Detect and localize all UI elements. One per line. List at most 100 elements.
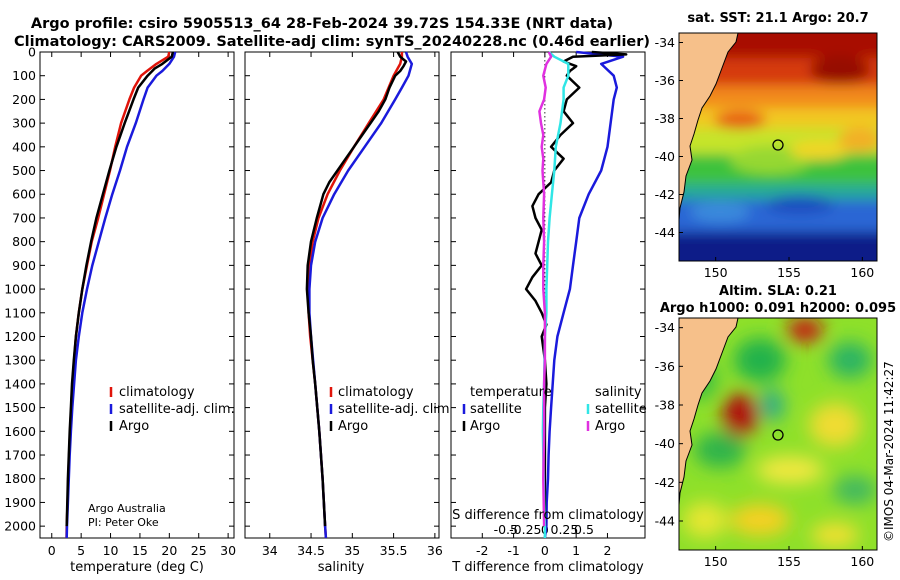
series-line-s-argo-clim [538,51,553,527]
x-tick-label: 34.5 [297,543,325,558]
temperature-axis-ticks: 0 5 10 15 20 25 300100200300400500600700800900… [4,45,236,559]
legend-label-argo: Argo [338,419,368,434]
depth-tick-label: 800 [12,234,36,249]
salinity-axis-ticks: 34 34.5 35 35.5 36 [245,51,443,558]
s-tick-label: -0.25 [509,522,541,537]
legend-label-satellite: satellite-adj. clim. [119,402,235,417]
difference-x-label: T difference from climatology [451,560,644,575]
legend-label-argo: Argo [119,419,149,434]
sst-map-title: sat. SST: 21.1 Argo: 20.7 [687,11,868,26]
temperature-series [65,51,177,539]
map-y-tick-label: -40 [655,149,675,164]
map-x-tick-label: 150 [704,554,728,569]
difference-legend: temperature salinity satellite Argo sate… [462,385,647,434]
depth-tick-label: 1200 [4,329,36,344]
sla-map-field [679,318,877,550]
sst-map-field [679,33,877,261]
legend-title-salinity: salinity [595,385,642,400]
sla-map-title-line2: Argo h1000: 0.091 h2000: 0.095 [660,301,896,316]
depth-tick-label: 600 [12,187,36,202]
x-tick-label: 2 [603,543,611,558]
depth-tick-label: 2000 [4,519,36,534]
s-tick-label: 0.5 [574,522,594,537]
map-y-tick-label: -34 [655,35,675,50]
depth-tick-label: 1800 [4,471,36,486]
depth-tick-label: 200 [12,92,36,107]
sst-map-frame [678,32,878,262]
temperature-panel: 0 5 10 15 20 25 300100200300400500600700800900… [4,45,236,576]
map-y-tick-label: -36 [655,73,675,88]
sst-map-ticks: 150 155 160 -34 -36 -38 -40 -42 -44 [655,35,875,280]
legend-label-climatology: climatology [119,385,195,400]
difference-panel: -2 -1 0 1 2-0.5-0.25 0 0.250.5 T difference fr… [450,50,647,575]
depth-tick-label: 1300 [4,353,36,368]
depth-tick-label: 900 [12,258,36,273]
legend-label-t-satellite: satellite [470,402,522,417]
map-x-tick-label: 150 [704,265,728,280]
depth-tick-label: 1600 [4,424,36,439]
sst-argo-location-marker [772,139,784,151]
salinity-axes-frame [244,51,440,539]
temperature-legend: climatology satellite-adj. clim. Argo [109,385,235,434]
depth-tick-label: 1900 [4,495,36,510]
x-tick-label: 0 [48,543,56,558]
sla-argo-location-marker [772,429,784,441]
legend-label-s-satellite: satellite [595,402,647,417]
legend-label-s-argo: Argo [595,419,625,434]
salinity-legend: climatology satellite-adj. clim. Argo [329,385,454,434]
depth-tick-label: 1100 [4,305,36,320]
temperature-axes-frame [39,51,235,539]
series-line-argo [305,51,408,527]
map-x-tick-label: 160 [850,554,874,569]
map-y-tick-label: -34 [655,320,675,335]
sla-map-title-line1: Altim. SLA: 0.21 [719,284,837,299]
x-tick-label: 30 [220,543,236,558]
map-x-tick-label: 155 [777,554,801,569]
copyright-stamp: ©IMOS 04-Mar-2024 11:42:27 [882,361,896,542]
map-y-tick-label: -44 [655,514,675,529]
legend-title-temperature: temperature [470,385,552,400]
x-tick-label: -2 [476,543,488,558]
x-tick-label: 10 [103,543,119,558]
depth-tick-label: 1400 [4,376,36,391]
salinity-panel: 34 34.5 35 35.5 36 salinity climatology sate… [244,51,454,575]
map-y-tick-label: -38 [655,398,675,413]
sst-map-panel: sat. SST: 21.1 Argo: 20.7 [655,11,878,280]
x-tick-label: 20 [161,543,177,558]
depth-tick-label: 100 [12,68,36,83]
depth-tick-label: 700 [12,210,36,225]
figure-title-line2: Climatology: CARS2009. Satellite-adj cli… [14,34,650,50]
series-line-t-satellite-clim [543,50,625,539]
x-tick-label: 15 [132,543,148,558]
figure-title-line1: Argo profile: csiro 5905513_64 28-Feb-20… [31,16,613,32]
map-x-tick-label: 155 [777,265,801,280]
s-tick-label: 0.25 [551,522,579,537]
x-tick-label: 5 [77,543,85,558]
credit-line1: Argo Australia [88,502,166,515]
sst-land-australia [679,33,739,221]
map-y-tick-label: -40 [655,436,675,451]
x-tick-label: -1 [507,543,519,558]
salinity-x-label: salinity [318,560,365,575]
difference-series [524,50,628,539]
salinity-series [305,51,414,539]
difference-s-label: S difference from climatology [452,508,644,523]
map-y-tick-label: -42 [655,187,675,202]
depth-tick-label: 400 [12,139,36,154]
depth-tick-label: 500 [12,163,36,178]
map-y-tick-label: -44 [655,225,675,240]
depth-tick-label: 1700 [4,448,36,463]
x-tick-label: 0 [541,543,549,558]
credit-line2: PI: Peter Oke [88,516,159,529]
depth-tick-label: 1000 [4,282,36,297]
x-tick-label: 35 [344,543,360,558]
map-y-tick-label: -38 [655,111,675,126]
x-tick-label: 25 [191,543,207,558]
sla-map-ticks: 150 155 160 -34 -36 -38 -40 -42 -44 [655,320,875,569]
map-y-tick-label: -42 [655,475,675,490]
legend-label-satellite: satellite-adj. clim. [338,402,454,417]
sla-map-panel: Altim. SLA: 0.21 Argo h1000: 0.091 h2000… [655,284,897,569]
temperature-x-label: temperature (deg C) [70,560,204,575]
x-tick-label: 35.5 [380,543,408,558]
depth-tick-label: 1500 [4,400,36,415]
